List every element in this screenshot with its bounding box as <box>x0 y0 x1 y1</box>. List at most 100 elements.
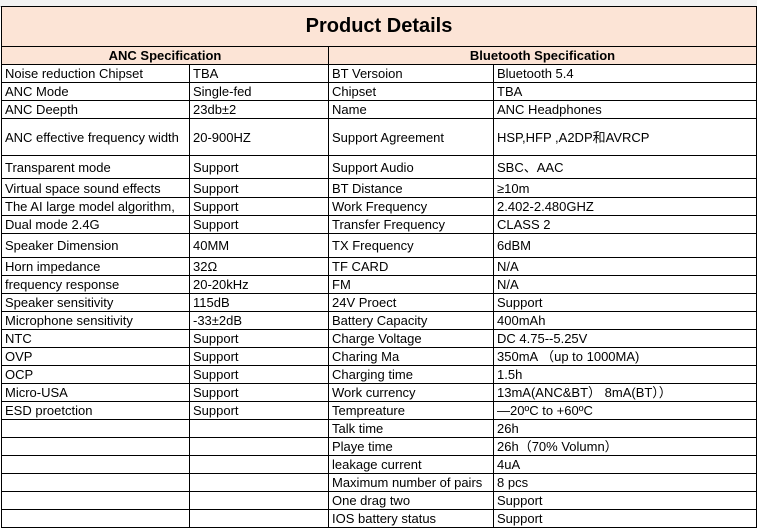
bt-label-cell: BT Versoion <box>328 64 494 83</box>
anc-value-cell: Support <box>189 365 329 384</box>
bt-value-cell: 8 pcs <box>492 473 757 492</box>
table-row: Talk time 26h <box>1 419 757 438</box>
bt-label-cell: Work Frequency <box>328 197 494 216</box>
anc-label-cell: Virtual space sound effects <box>1 178 190 198</box>
bt-value-cell: 13mA(ANC&BT） 8mA(BT）） <box>492 383 757 402</box>
bt-label-cell: Chipset <box>328 82 494 101</box>
anc-value-cell <box>189 455 329 474</box>
anc-value-cell: Support <box>189 215 329 234</box>
page-title: Product Details <box>0 6 757 47</box>
anc-label-cell: ESD proetction <box>1 401 190 420</box>
anc-label-cell: ANC effective frequency width <box>1 118 190 156</box>
table-row: ESD proetction Support Tempreature —20ºC… <box>1 401 757 420</box>
bt-label-cell: leakage current <box>328 455 494 474</box>
anc-value-cell <box>189 509 329 528</box>
table-row: Playe time 26h（70% Volumn） <box>1 437 757 456</box>
anc-label-cell: Horn impedance <box>1 257 190 276</box>
table-row: IOS battery status Support <box>1 509 757 528</box>
anc-value-cell: 115dB <box>189 293 329 312</box>
anc-value-cell <box>189 437 329 456</box>
anc-value-cell: 20-900HZ <box>189 118 329 156</box>
table-row: The AI large model algorithm, Support Wo… <box>1 197 757 216</box>
bt-value-cell: CLASS 2 <box>492 215 757 234</box>
table-row: NTC Support Charge Voltage DC 4.75--5.25… <box>1 329 757 348</box>
bt-label-cell: Battery Capacity <box>328 311 494 330</box>
bt-label-cell: Charging time <box>328 365 494 384</box>
table-row: Virtual space sound effects Support BT D… <box>1 178 757 198</box>
bt-label-cell: Playe time <box>328 437 494 456</box>
anc-value-cell: Support <box>189 155 329 179</box>
bt-label-cell: Tempreature <box>328 401 494 420</box>
anc-label-cell: Micro-USA <box>1 383 190 402</box>
table-row: Dual mode 2.4G Support Transfer Frequenc… <box>1 215 757 234</box>
bt-label-cell: Name <box>328 100 494 119</box>
anc-value-cell <box>189 491 329 510</box>
table-row: Speaker Dimension 40MM TX Frequency 6dBM <box>1 233 757 258</box>
bt-value-cell: 400mAh <box>492 311 757 330</box>
table-row: Micro-USA Support Work currency 13mA(ANC… <box>1 383 757 402</box>
anc-label-cell <box>1 437 190 456</box>
anc-value-cell <box>189 419 329 438</box>
table-row: Maximum number of pairs 8 pcs <box>1 473 757 492</box>
bt-label-cell: Support Audio <box>328 155 494 179</box>
anc-value-cell: 20-20kHz <box>189 275 329 294</box>
bt-label-cell: 24V Proect <box>328 293 494 312</box>
bt-label-cell: Maximum number of pairs <box>328 473 494 492</box>
bt-value-cell: Support <box>492 509 757 528</box>
anc-value-cell: TBA <box>189 64 329 83</box>
bt-value-cell: 350mA （up to 1000MA) <box>492 347 757 366</box>
anc-label-cell: Microphone sensitivity <box>1 311 190 330</box>
anc-label-cell: Noise reduction Chipset <box>1 64 190 83</box>
bt-label-cell: TF CARD <box>328 257 494 276</box>
anc-label-cell: frequency response <box>1 275 190 294</box>
table-row: ANC Deepth 23db±2 Name ANC Headphones <box>1 100 757 119</box>
anc-value-cell: Support <box>189 197 329 216</box>
bt-value-cell: ≥10m <box>492 178 757 198</box>
bt-value-cell: 26h（70% Volumn） <box>492 437 757 456</box>
bt-label-cell: Transfer Frequency <box>328 215 494 234</box>
anc-value-cell: 40MM <box>189 233 329 258</box>
anc-label-cell: OVP <box>1 347 190 366</box>
anc-label-cell: Speaker sensitivity <box>1 293 190 312</box>
anc-label-cell: ANC Deepth <box>1 100 190 119</box>
anc-value-cell: 32Ω <box>189 257 329 276</box>
table-row: Microphone sensitivity -33±2dB Battery C… <box>1 311 757 330</box>
product-details-table: Product Details ANC Specification Blueto… <box>0 6 757 528</box>
anc-section-header: ANC Specification <box>1 46 329 65</box>
anc-label-cell <box>1 509 190 528</box>
table-row: leakage current 4uA <box>1 455 757 474</box>
bt-value-cell: N/A <box>492 275 757 294</box>
bt-value-cell: 6dBM <box>492 233 757 258</box>
anc-value-cell: Single-fed <box>189 82 329 101</box>
bt-label-cell: Charge Voltage <box>328 329 494 348</box>
table-row: OCP Support Charging time 1.5h <box>1 365 757 384</box>
bt-value-cell: HSP,HFP ,A2DP和AVRCP <box>492 118 757 156</box>
anc-label-cell <box>1 419 190 438</box>
bt-value-cell: 1.5h <box>492 365 757 384</box>
bt-value-cell: —20ºC to +60ºC <box>492 401 757 420</box>
anc-label-cell: The AI large model algorithm, <box>1 197 190 216</box>
table-row: OVP Support Charing Ma 350mA （up to 1000… <box>1 347 757 366</box>
bt-value-cell: SBC、AAC <box>492 155 757 179</box>
table-row: One drag two Support <box>1 491 757 510</box>
anc-label-cell: OCP <box>1 365 190 384</box>
anc-label-cell: Transparent mode <box>1 155 190 179</box>
bt-label-cell: BT Distance <box>328 178 494 198</box>
bt-value-cell: N/A <box>492 257 757 276</box>
bt-label-cell: Charing Ma <box>328 347 494 366</box>
bt-value-cell: DC 4.75--5.25V <box>492 329 757 348</box>
anc-label-cell <box>1 473 190 492</box>
bt-label-cell: Work currency <box>328 383 494 402</box>
bt-value-cell: Support <box>492 293 757 312</box>
anc-label-cell: Speaker Dimension <box>1 233 190 258</box>
anc-label-cell: NTC <box>1 329 190 348</box>
table-row: Speaker sensitivity 115dB 24V Proect Sup… <box>1 293 757 312</box>
anc-value-cell <box>189 473 329 492</box>
table-row: Transparent mode Support Support Audio S… <box>1 155 757 179</box>
table-row: Horn impedance 32Ω TF CARD N/A <box>1 257 757 276</box>
bt-label-cell: Support Agreement <box>328 118 494 156</box>
bt-label-cell: One drag two <box>328 491 494 510</box>
bt-value-cell: Bluetooth 5.4 <box>492 64 757 83</box>
anc-value-cell: Support <box>189 329 329 348</box>
anc-label-cell <box>1 455 190 474</box>
